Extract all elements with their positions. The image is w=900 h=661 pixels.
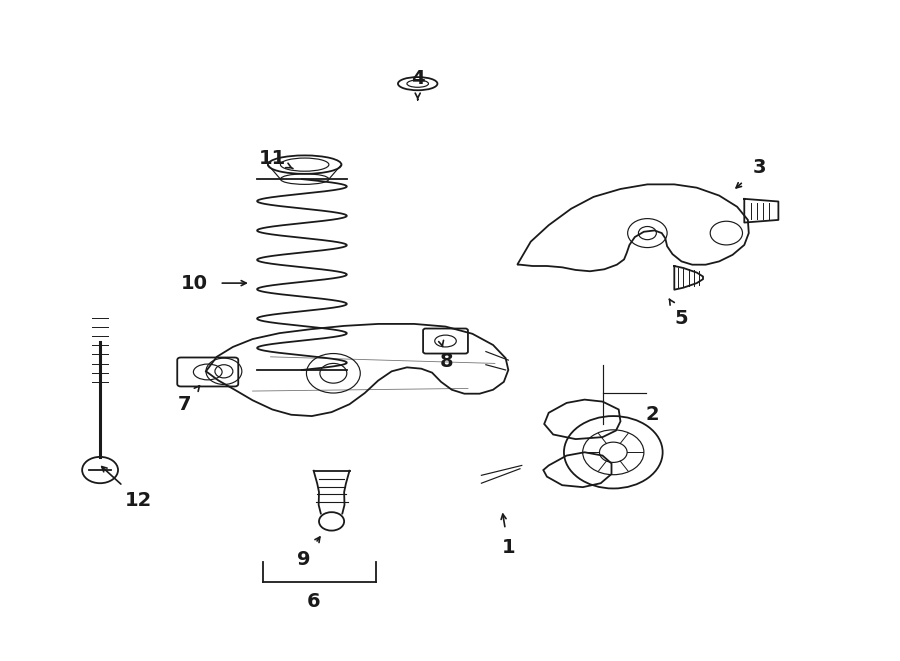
- Text: 12: 12: [125, 491, 152, 510]
- Text: 2: 2: [646, 405, 660, 424]
- Text: 8: 8: [439, 352, 454, 371]
- Text: 7: 7: [177, 395, 191, 414]
- Text: 3: 3: [752, 158, 766, 176]
- Text: 9: 9: [297, 550, 310, 569]
- Text: 5: 5: [675, 309, 688, 328]
- Text: 6: 6: [307, 592, 320, 611]
- Text: 11: 11: [258, 149, 286, 167]
- Text: 4: 4: [411, 69, 425, 88]
- Text: 10: 10: [181, 274, 208, 293]
- Text: 1: 1: [501, 538, 515, 557]
